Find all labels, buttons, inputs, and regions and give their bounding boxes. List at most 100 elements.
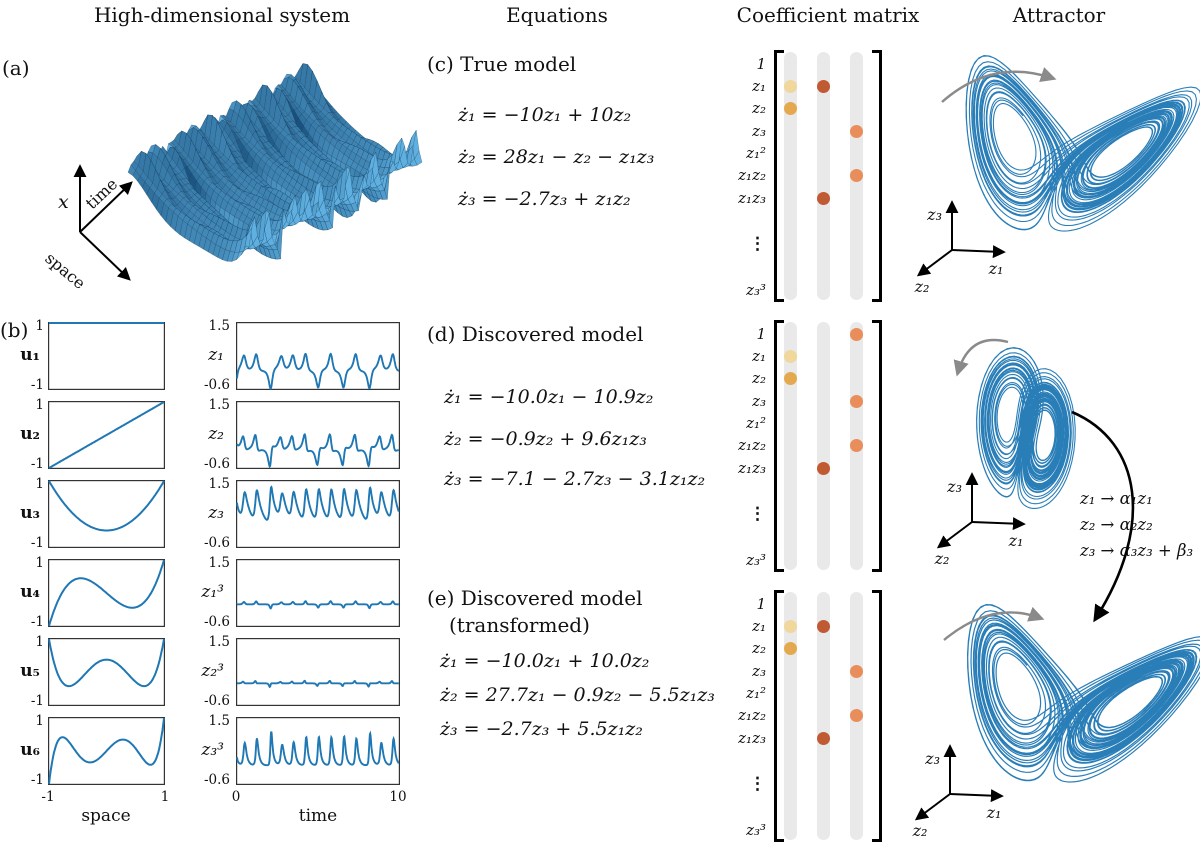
mode-ytick-top: 1 (35, 318, 44, 334)
mode-ytick-bottom: -1 (30, 535, 44, 551)
matrix-row-label: 1 (756, 55, 766, 73)
mode-label-u6: u₆ (20, 740, 40, 760)
mode-ytick-bottom: -1 (30, 772, 44, 788)
matrix-row-label: z₁z₃ (738, 729, 766, 747)
axis-z3-label: z₃ (926, 205, 942, 224)
column-header-attractor: Attractor (1012, 3, 1106, 27)
transformation-arrow-path (1071, 410, 1135, 623)
plot-frame (236, 559, 400, 627)
matrix-row-label: z₁z₂ (738, 706, 766, 724)
matrix-row-label: z₁z₃ (738, 459, 766, 477)
matrix-row-label: z₂ (752, 99, 766, 117)
axis-time-label: time (82, 174, 121, 213)
matrix-bracket-right (872, 50, 882, 302)
coefficient-dot (816, 79, 830, 93)
latent-curve (236, 730, 400, 767)
matrix-row-label: 1 (756, 325, 766, 343)
panel-e-subtitle: (transformed) (449, 613, 590, 637)
mode-curve (48, 480, 165, 532)
plot-frame (48, 322, 165, 390)
matrix-row-label: z₁² (746, 684, 766, 702)
matrix-bracket-right (872, 320, 882, 572)
matrix-bracket-left (774, 50, 784, 302)
mode-ytick-bottom: -1 (30, 456, 44, 472)
plot-frame (48, 717, 165, 785)
latent-curve (236, 600, 399, 610)
attractor-discovered: z₃ z₂ z₁ (934, 338, 1076, 568)
mode-ytick-top: 1 (35, 713, 44, 729)
mode-ytick-bottom: -1 (30, 693, 44, 709)
flow-direction-arrow (953, 338, 1009, 377)
plot-frame (236, 638, 400, 706)
coefficient-dot (849, 664, 863, 678)
matrix-column-bar (816, 52, 830, 300)
latent-label-2: z₂ (208, 424, 224, 444)
attractor-discovered-curve (976, 347, 1076, 509)
matrix-row-label: z₃³ (746, 551, 766, 569)
coefficient-dot (783, 101, 797, 115)
matrix-row-label: z₁z₃ (738, 189, 766, 207)
panel-a-label: (a) (2, 56, 30, 80)
coefficient-dot (849, 394, 863, 408)
matrix-row-label: z₂ (752, 639, 766, 657)
axis-x-label: x (58, 191, 69, 213)
coefficient-matrix-transformed: 1 z₁ z₂ z₃ z₁² z₁z₂ z₁z₃ ⋮ z₃³ (690, 590, 888, 842)
coefficient-dot (849, 168, 863, 182)
latent-plot-z2 (236, 401, 400, 469)
attractor-transformed: z₃ z₂ z₁ (912, 603, 1200, 840)
axis-z1-label: z₁ (1008, 531, 1024, 550)
matrix-row-label: z₃ (752, 392, 766, 410)
mode-xtick-right: 1 (160, 789, 170, 805)
latent-plot-z1 (236, 322, 400, 390)
coefficient-matrix-discovered: 1 z₁ z₂ z₃ z₁² z₁z₂ z₁z₃ ⋮ z₃³ (690, 320, 888, 572)
axis-z2-label: z₂ (934, 549, 950, 568)
flow-direction-arrow (943, 606, 1045, 641)
coefficient-dot (849, 327, 863, 341)
mode-plot-u1 (48, 322, 165, 390)
matrix-row-label: z₁ (752, 77, 766, 95)
latent-plot-z2cubed (236, 638, 400, 706)
axis-z2-label: z₂ (914, 277, 930, 296)
panel-b-label: (b) (0, 318, 29, 342)
mode-ytick-top: 1 (35, 555, 44, 571)
mode-ytick-top: 1 (35, 634, 44, 650)
column-header-equations: Equations (506, 3, 608, 27)
matrix-row-label: ⋮ (749, 774, 766, 794)
latent-plot-z3cubed (236, 717, 400, 785)
coefficient-matrix-true: 1 z₁ z₂ z₃ z₁² z₁z₂ z₁z₃ ⋮ z₃³ (690, 50, 888, 302)
matrix-bracket-right (872, 590, 882, 842)
latent-plot-z1cubed (236, 559, 400, 627)
plot-frame (48, 480, 165, 548)
axis-space-arrow (79, 231, 131, 281)
panel-d-title: (d) Discovered model (427, 322, 644, 346)
mode-curve (48, 559, 165, 627)
mode-curve (48, 401, 165, 469)
matrix-bracket-left (774, 590, 784, 842)
plot-frame (236, 480, 400, 548)
matrix-row-label: ⋮ (749, 504, 766, 524)
latent-label-1: z₁ (208, 345, 224, 365)
plot-frame (236, 401, 400, 469)
equation-d-2: ż₂ = −0.9z₂ + 9.6z₁z₃ (444, 428, 647, 450)
coefficient-dot (816, 191, 830, 205)
attractor-transformed-curve (966, 603, 1200, 783)
transform-line-1: z₁ → α₁z₁ (1080, 489, 1153, 508)
latent-xtick-right: 10 (389, 789, 407, 805)
axis-space-label: space (41, 249, 89, 293)
matrix-row-label: z₂ (752, 369, 766, 387)
matrix-row-label: z₃³ (746, 821, 766, 839)
mode-xtick-left: -1 (41, 789, 55, 805)
mode-plot-u6 (48, 717, 165, 785)
axis-time-arrow (79, 181, 133, 233)
latent-curve (236, 352, 400, 390)
matrix-row-label: z₃³ (746, 281, 766, 299)
latent-xtick-left: 0 (231, 789, 241, 805)
axis-z2-arrow (914, 793, 951, 821)
surface-plot-3d: x time space (41, 62, 423, 293)
coefficient-dot (783, 619, 797, 633)
latent-ytick-top: 1.5 (208, 397, 230, 413)
matrix-row-label: ⋮ (749, 234, 766, 254)
matrix-column-bar (816, 322, 830, 570)
plot-frame (48, 638, 165, 706)
attractor-true-curve (965, 55, 1200, 232)
